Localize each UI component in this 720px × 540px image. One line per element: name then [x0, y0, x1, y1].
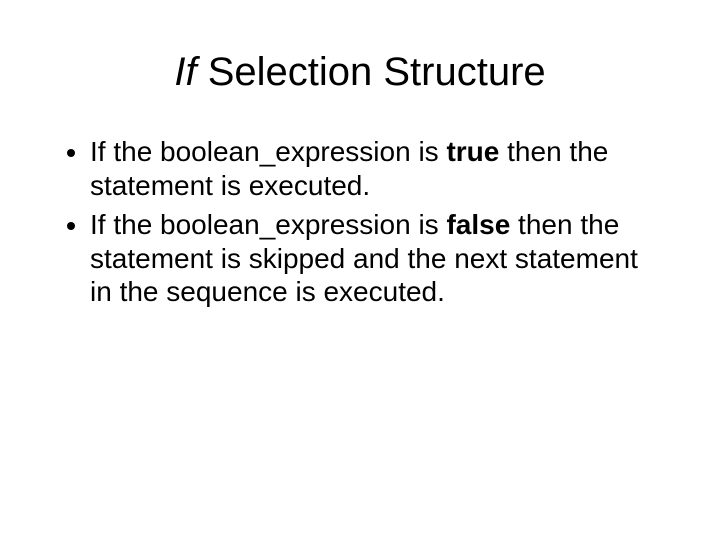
bullet-bold-word: false	[446, 209, 510, 240]
bullet-list: If the boolean_expression is true then t…	[60, 135, 660, 309]
bullet-bold-word: true	[446, 136, 499, 167]
title-rest: Selection Structure	[197, 50, 546, 94]
list-item: If the boolean_expression is true then t…	[90, 135, 660, 202]
list-item: If the boolean_expression is false then …	[90, 208, 660, 309]
bullet-prefix: If the boolean_expression is	[90, 209, 446, 240]
slide-title: If Selection Structure	[60, 50, 660, 95]
bullet-prefix: If the boolean_expression is	[90, 136, 446, 167]
slide-container: If Selection Structure If the boolean_ex…	[0, 0, 720, 540]
title-italic-word: If	[174, 50, 196, 94]
